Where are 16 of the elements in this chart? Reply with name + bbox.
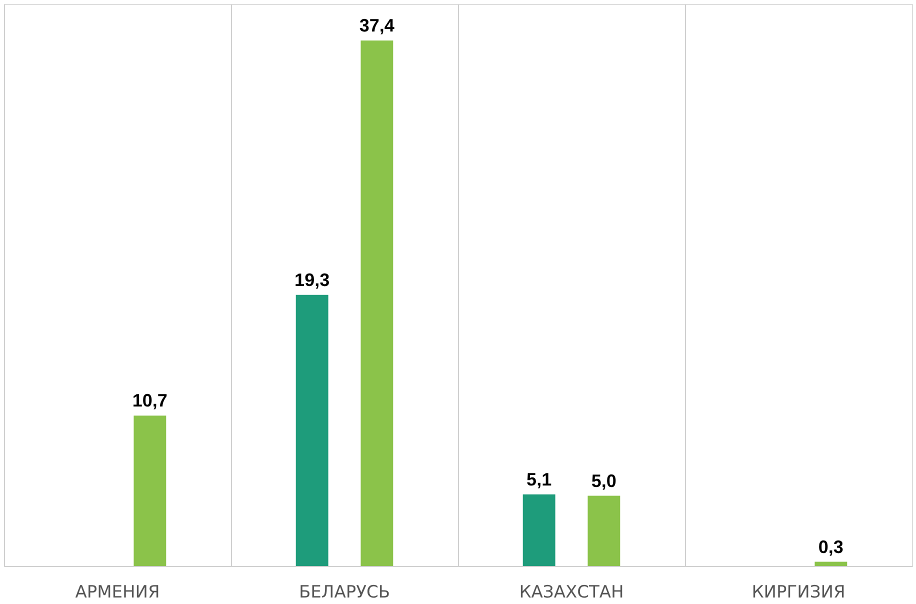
bar xyxy=(522,494,556,566)
x-tick-label: КАЗАХСТАН xyxy=(519,582,624,602)
bar xyxy=(588,496,620,566)
x-tick-label: АРМЕНИЯ xyxy=(75,582,160,602)
data-label: 37,4 xyxy=(359,16,394,36)
x-tick-label: БЕЛАРУСЬ xyxy=(299,582,390,602)
data-label: 5,1 xyxy=(526,469,552,490)
data-label: 0,3 xyxy=(818,536,844,557)
data-label: 5,0 xyxy=(591,470,616,491)
bar xyxy=(360,40,394,566)
bar xyxy=(134,416,166,566)
bar xyxy=(814,562,848,566)
data-label: 19,3 xyxy=(294,270,330,290)
bar xyxy=(296,294,328,566)
data-label: 10,7 xyxy=(132,390,168,411)
x-tick-label: КИРГИЗИЯ xyxy=(752,582,846,602)
